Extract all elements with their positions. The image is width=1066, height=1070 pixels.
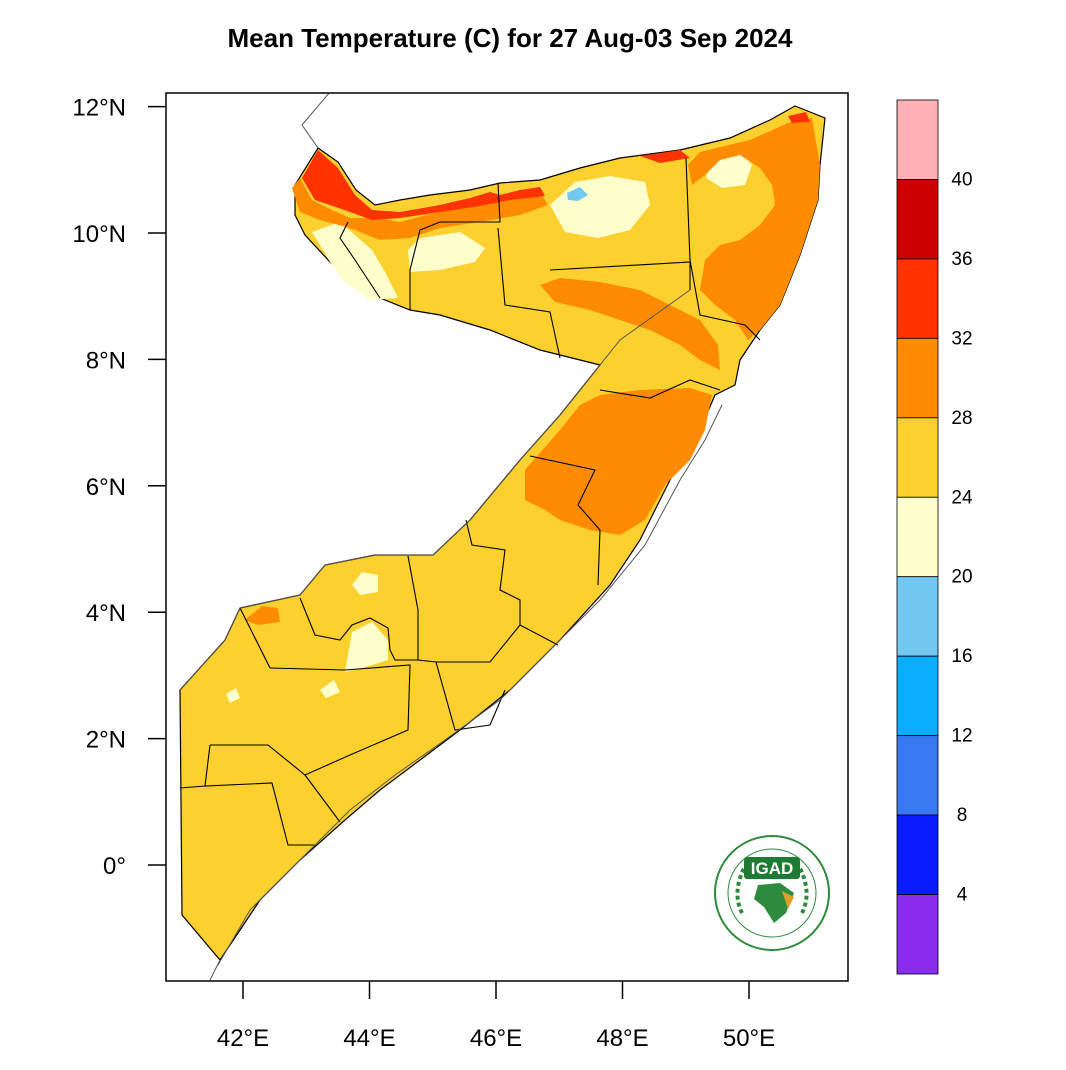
colorbar-swatch bbox=[896, 496, 939, 578]
y-tick-label: 8°N bbox=[86, 347, 126, 374]
colorbar-swatch bbox=[896, 179, 939, 260]
colorbar-label: 8 bbox=[957, 805, 968, 826]
map-title: Mean Temperature (C) for 27 Aug-03 Sep 2… bbox=[228, 23, 793, 53]
zone-32-36 bbox=[302, 150, 545, 220]
colorbar-swatch bbox=[896, 814, 939, 895]
y-tick-label: 2°N bbox=[86, 727, 126, 754]
colorbar-swatch bbox=[896, 337, 939, 419]
x-tick-label: 48°E bbox=[596, 1025, 648, 1052]
colorbar-swatch bbox=[896, 655, 939, 737]
plot-frame bbox=[165, 92, 849, 982]
x-tick-label: 44°E bbox=[343, 1025, 395, 1052]
colorbar-label: 28 bbox=[951, 408, 972, 429]
x-axis: 42°E 44°E 46°E 48°E 50°E bbox=[217, 981, 775, 1052]
colorbar-label: 24 bbox=[951, 487, 973, 508]
colorbar-label: 4 bbox=[957, 885, 968, 906]
logo-text: IGAD bbox=[751, 859, 794, 878]
country-outline bbox=[179, 93, 723, 981]
colorbar-swatch bbox=[896, 417, 939, 498]
colorbar-label: 20 bbox=[951, 567, 972, 588]
colorbar-label: 16 bbox=[951, 646, 972, 667]
temperature-field bbox=[179, 93, 826, 981]
x-tick-label: 50°E bbox=[723, 1025, 775, 1052]
colorbar-label: 32 bbox=[951, 328, 972, 349]
colorbar-swatch bbox=[896, 894, 939, 975]
colorbar: 40 36 32 28 24 20 16 12 8 4 bbox=[896, 99, 973, 975]
colorbar-swatch bbox=[896, 735, 939, 816]
x-tick-label: 46°E bbox=[470, 1025, 522, 1052]
somalia-landmass bbox=[179, 105, 826, 961]
colorbar-label: 40 bbox=[951, 169, 972, 190]
x-tick-label: 42°E bbox=[217, 1025, 269, 1052]
region-borders bbox=[179, 157, 761, 846]
y-tick-label: 6°N bbox=[86, 474, 126, 501]
y-tick-label: 12°N bbox=[72, 95, 126, 122]
igad-logo: IGAD bbox=[714, 835, 830, 951]
colorbar-swatch bbox=[896, 576, 939, 657]
colorbar-swatch bbox=[896, 99, 939, 180]
y-tick-label: 0° bbox=[103, 853, 126, 880]
zone-28-32 bbox=[688, 118, 820, 340]
y-tick-label: 10°N bbox=[72, 221, 126, 248]
colorbar-label: 12 bbox=[951, 726, 972, 747]
colorbar-label: 36 bbox=[951, 249, 972, 270]
y-axis: 12°N 10°N 8°N 6°N 4°N 2°N 0° bbox=[72, 95, 166, 880]
y-tick-label: 4°N bbox=[86, 600, 126, 627]
colorbar-swatch bbox=[896, 258, 939, 339]
